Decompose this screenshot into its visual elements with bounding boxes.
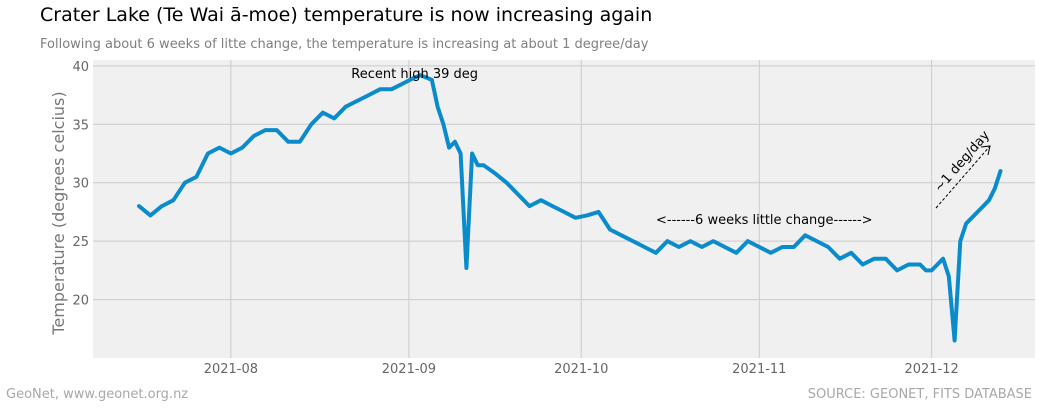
x-tick-label: 2021-10 xyxy=(554,362,608,377)
plot-area xyxy=(93,60,1035,358)
y-tick-label: 25 xyxy=(72,235,89,250)
chart-title: Crater Lake (Te Wai ā-moe) temperature i… xyxy=(40,4,653,26)
footer-source: SOURCE: GEONET, FITS DATABASE xyxy=(807,387,1032,402)
y-tick-label: 35 xyxy=(72,118,89,133)
y-tick-label: 20 xyxy=(72,294,89,309)
y-axis-ticks: 20 25 30 35 40 xyxy=(72,60,89,309)
annotation-six-weeks: <------6 weeks little change------> xyxy=(656,213,873,228)
annotation-arrow xyxy=(935,145,991,209)
x-tick-label: 2021-12 xyxy=(904,362,958,377)
x-tick-label: 2021-09 xyxy=(382,362,436,377)
y-tick-label: 30 xyxy=(72,177,89,192)
series-line-temperature xyxy=(137,73,1003,343)
x-tick-label: 2021-08 xyxy=(204,362,258,377)
annotation-recent-high: Recent high 39 deg xyxy=(351,67,478,82)
chart-subtitle: Following about 6 weeks of litte change,… xyxy=(40,37,649,52)
y-tick-label: 40 xyxy=(72,60,89,75)
y-axis-label: Temperature (degrees celcius) xyxy=(49,91,68,335)
x-tick-label: 2021-11 xyxy=(732,362,786,377)
footer-credit: GeoNet, www.geonet.org.nz xyxy=(6,387,189,402)
annotation-arrow-head xyxy=(980,145,991,156)
grid-lines xyxy=(93,60,1035,358)
x-axis-ticks: 2021-08 2021-09 2021-10 2021-11 2021-12 xyxy=(204,362,959,377)
